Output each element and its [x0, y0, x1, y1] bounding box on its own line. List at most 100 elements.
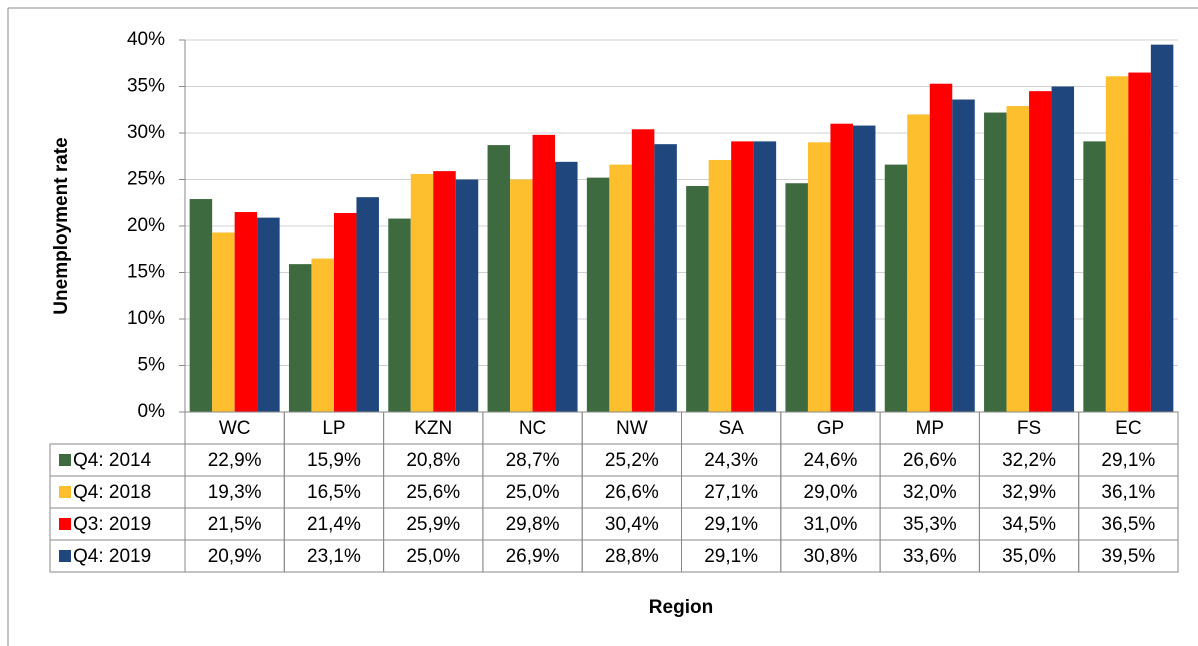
legend-swatch	[59, 486, 71, 498]
table-value: 29,1%	[704, 546, 758, 567]
table-value: 28,8%	[605, 546, 659, 567]
table-value: 20,9%	[208, 546, 262, 567]
bar	[830, 123, 853, 412]
bar	[189, 199, 213, 412]
bar	[952, 99, 975, 413]
table-value: 25,9%	[406, 514, 460, 535]
table-value: 29,1%	[1101, 450, 1155, 471]
table-value: 25,2%	[605, 450, 659, 471]
legend-swatch	[59, 550, 71, 562]
bar	[311, 258, 334, 412]
legend-swatch	[59, 518, 71, 530]
y-tick-label: 15%	[127, 262, 165, 283]
y-tick-label: 5%	[138, 355, 166, 376]
bar	[1128, 72, 1151, 413]
table-value: 21,5%	[208, 514, 262, 535]
bar	[654, 144, 677, 412]
bar	[433, 171, 456, 412]
bar	[1083, 141, 1106, 412]
bar	[884, 164, 908, 412]
x-tick-label: NC	[519, 418, 546, 439]
y-tick-label: 0%	[138, 401, 166, 422]
table-cell	[1078, 539, 1179, 573]
table-value: 25,0%	[406, 546, 460, 567]
table-value: 32,9%	[1002, 482, 1056, 503]
table-value: 29,1%	[704, 514, 758, 535]
table-value: 20,8%	[406, 450, 460, 471]
bar	[455, 179, 479, 412]
table-value: 25,6%	[406, 482, 460, 503]
x-tick-label: GP	[817, 418, 844, 439]
table-value: 26,6%	[903, 450, 957, 471]
bar	[631, 129, 655, 412]
table-value: 25,0%	[506, 482, 560, 503]
table-value: 29,8%	[506, 514, 560, 535]
x-tick-label: SA	[718, 418, 744, 439]
table-value: 30,8%	[804, 546, 858, 567]
y-tick-label: 25%	[127, 169, 165, 190]
bar	[807, 142, 831, 413]
table-value: 26,6%	[605, 482, 659, 503]
table-value: 24,3%	[704, 450, 758, 471]
bar	[487, 145, 511, 412]
y-tick-label: 10%	[127, 308, 165, 329]
table-value: 39,5%	[1101, 546, 1155, 567]
bar	[1006, 106, 1030, 412]
legend-label: Q4: 2014	[73, 450, 152, 471]
bar	[410, 173, 434, 412]
bar	[257, 217, 280, 412]
legend-label: Q4: 2018	[73, 482, 151, 503]
x-tick-label: LP	[322, 418, 345, 439]
table-value: 33,6%	[903, 546, 957, 567]
table-value: 35,3%	[903, 514, 957, 535]
bar	[785, 183, 808, 412]
bar	[708, 159, 732, 412]
table-value: 23,1%	[307, 546, 361, 567]
bar	[907, 114, 930, 413]
x-tick-label: KZN	[414, 418, 452, 439]
y-tick-label: 35%	[127, 76, 165, 97]
bar	[609, 164, 632, 412]
y-tick-label: 40%	[127, 29, 165, 50]
x-axis-label: Region	[649, 597, 713, 618]
table-value: 31,0%	[804, 514, 858, 535]
table-value: 21,4%	[307, 514, 361, 535]
bar	[1029, 91, 1052, 413]
x-tick-label: NW	[616, 418, 648, 439]
table-value: 32,0%	[903, 482, 957, 503]
bar	[852, 125, 876, 412]
bar	[333, 212, 357, 412]
legend-label: Q3: 2019	[73, 514, 151, 535]
bar	[234, 212, 258, 412]
table-value: 32,2%	[1002, 450, 1056, 471]
bar	[1051, 86, 1075, 412]
table-value: 27,1%	[704, 482, 758, 503]
bar	[984, 112, 1007, 412]
legend-label: Q4: 2019	[73, 546, 151, 567]
bar	[532, 134, 556, 413]
bar	[288, 264, 312, 412]
table-value: 24,6%	[804, 450, 858, 471]
table-value: 36,1%	[1101, 482, 1155, 503]
table-value: 15,9%	[307, 450, 361, 471]
table-value: 22,9%	[208, 450, 262, 471]
x-tick-label: FS	[1017, 418, 1041, 439]
x-tick-label: WC	[219, 418, 251, 439]
bar	[212, 232, 235, 412]
table-value: 36,5%	[1101, 514, 1155, 535]
table-value: 26,9%	[506, 546, 560, 567]
y-tick-label: 20%	[127, 215, 165, 236]
table-value: 16,5%	[307, 482, 361, 503]
table-value: 30,4%	[605, 514, 659, 535]
bar	[555, 161, 578, 412]
bar	[1150, 44, 1174, 413]
bar	[510, 179, 533, 412]
table-value: 35,0%	[1002, 546, 1056, 567]
legend-swatch	[59, 454, 71, 466]
table-value: 19,3%	[208, 482, 262, 503]
y-tick-label: 30%	[127, 122, 165, 143]
bar	[1105, 76, 1129, 413]
bar	[731, 141, 754, 412]
bar	[388, 218, 411, 412]
